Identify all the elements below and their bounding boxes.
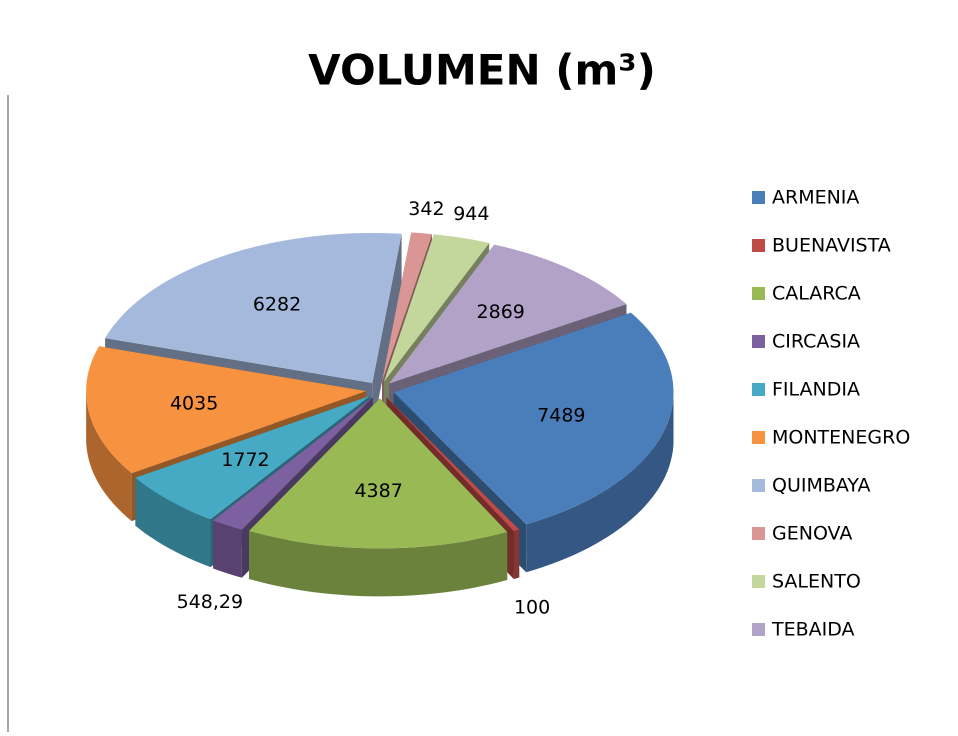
data-label: 4035 (170, 392, 218, 414)
legend-label: QUIMBAYA (772, 475, 871, 497)
slice-side (249, 531, 508, 597)
legend-swatch (752, 335, 765, 348)
legend-label: CIRCASIA (772, 331, 860, 353)
slice-side (526, 392, 674, 573)
data-label: 342 (408, 198, 444, 220)
data-label: 548,29 (177, 591, 243, 613)
legend-swatch (752, 527, 765, 540)
data-label: 1772 (221, 449, 269, 471)
legend-swatch (752, 191, 765, 204)
legend-label: ARMENIA (772, 187, 859, 209)
slice-side (213, 520, 242, 578)
slice-wall (213, 397, 373, 569)
legend-label: SALENTO (772, 571, 861, 593)
legend-swatch (752, 383, 765, 396)
legend-label: CALARCA (772, 283, 861, 305)
slice (135, 395, 370, 520)
slice (383, 234, 490, 382)
legend-swatch (752, 287, 765, 300)
data-label: 4387 (354, 480, 402, 502)
slice (393, 312, 674, 525)
legend-label: GENOVA (772, 523, 852, 545)
slice-side (135, 477, 211, 568)
legend-swatch (752, 431, 765, 444)
data-label: 7489 (537, 405, 585, 427)
legend-swatch (752, 479, 765, 492)
data-label: 944 (453, 203, 489, 225)
legend-swatch (752, 239, 765, 252)
legend-label: TEBAIDA (771, 619, 855, 641)
legend-swatch (752, 575, 765, 588)
legend-label: MONTENEGRO (772, 427, 910, 449)
slice-wall (372, 233, 402, 431)
legend-label: FILANDIA (772, 379, 860, 401)
data-label: 100 (514, 597, 550, 619)
slice (389, 244, 627, 384)
slice (249, 398, 508, 549)
chart-title: VOLUMEN (m³) (308, 46, 656, 95)
slice (386, 397, 520, 532)
slice-side (86, 391, 132, 522)
data-label: 2869 (477, 301, 525, 323)
legend-label: BUENAVISTA (772, 235, 891, 257)
legend-swatch (752, 623, 765, 636)
slice (213, 397, 373, 530)
slice (105, 233, 402, 383)
data-label: 6282 (253, 294, 301, 316)
slice-side (513, 529, 520, 580)
slice (86, 346, 367, 474)
slice (382, 232, 432, 382)
